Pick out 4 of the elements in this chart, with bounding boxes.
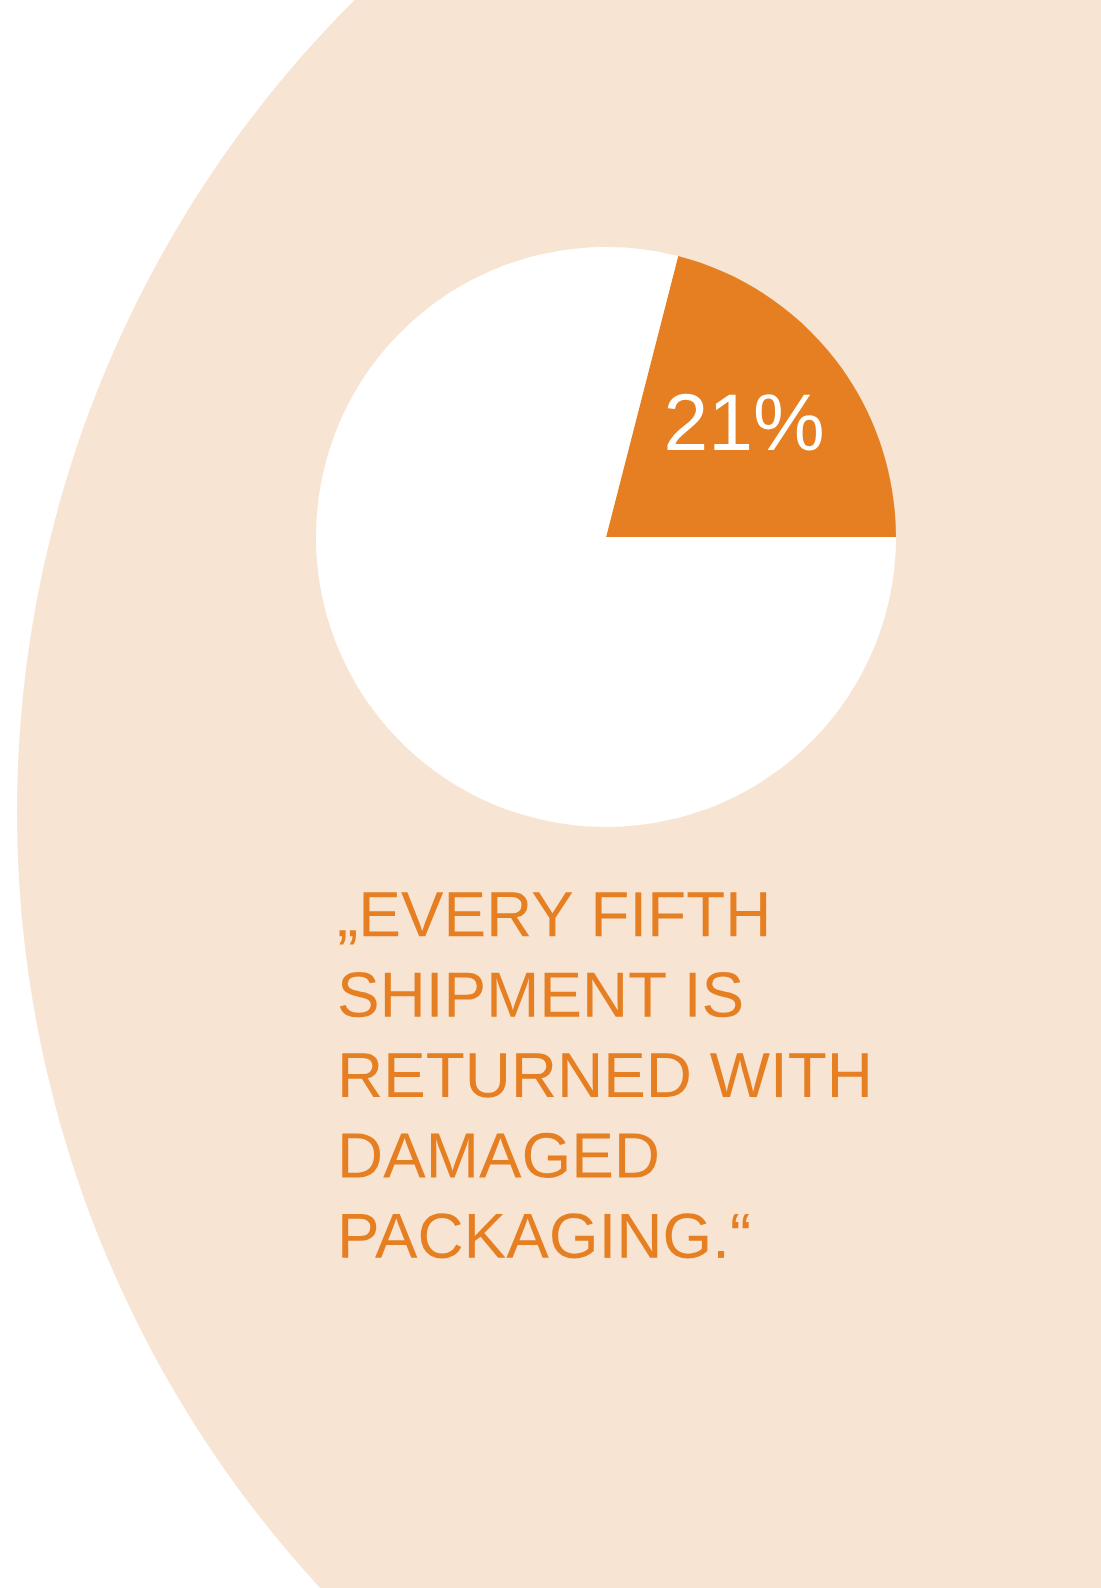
data-label: 21% [667, 393, 822, 451]
pie-slice [606, 256, 896, 537]
pie-slice [316, 247, 896, 827]
text: „EVERY FIFTH SHIPMENT IS RETURNED WITH DAMAGED PACKAGING.“ [339, 892, 868, 1259]
